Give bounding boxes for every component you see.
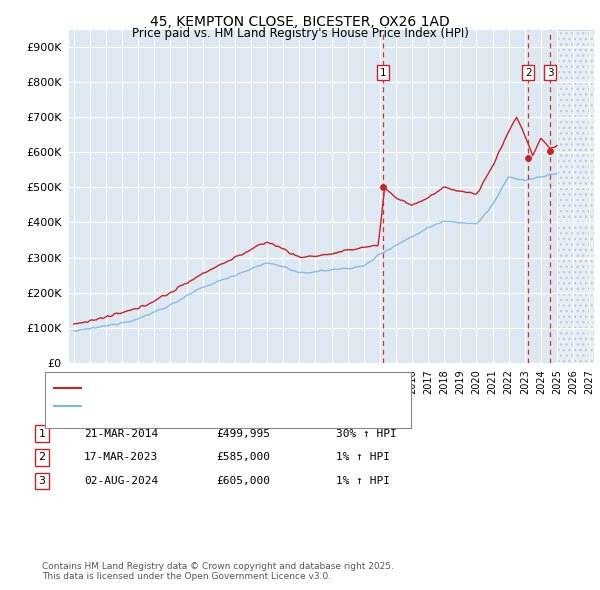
Text: 3: 3 — [547, 68, 554, 78]
Text: 2: 2 — [38, 453, 46, 462]
Text: 2: 2 — [525, 68, 532, 78]
Text: £585,000: £585,000 — [216, 453, 270, 462]
Text: 1: 1 — [380, 68, 386, 78]
Text: 02-AUG-2024: 02-AUG-2024 — [84, 476, 158, 486]
Text: 1% ↑ HPI: 1% ↑ HPI — [336, 453, 390, 462]
Text: Contains HM Land Registry data © Crown copyright and database right 2025.
This d: Contains HM Land Registry data © Crown c… — [42, 562, 394, 581]
Text: 1: 1 — [38, 429, 46, 438]
Bar — [557, 30, 594, 363]
Text: 3: 3 — [38, 476, 46, 486]
Text: £605,000: £605,000 — [216, 476, 270, 486]
Text: Price paid vs. HM Land Registry's House Price Index (HPI): Price paid vs. HM Land Registry's House … — [131, 27, 469, 40]
Text: £499,995: £499,995 — [216, 429, 270, 438]
Text: 45, KEMPTON CLOSE, BICESTER, OX26 1AD (detached house): 45, KEMPTON CLOSE, BICESTER, OX26 1AD (d… — [87, 384, 407, 393]
Text: 21-MAR-2014: 21-MAR-2014 — [84, 429, 158, 438]
Text: 30% ↑ HPI: 30% ↑ HPI — [336, 429, 397, 438]
Text: 1% ↑ HPI: 1% ↑ HPI — [336, 476, 390, 486]
Text: HPI: Average price, detached house, Cherwell: HPI: Average price, detached house, Cher… — [87, 401, 325, 411]
Text: 17-MAR-2023: 17-MAR-2023 — [84, 453, 158, 462]
Text: 45, KEMPTON CLOSE, BICESTER, OX26 1AD: 45, KEMPTON CLOSE, BICESTER, OX26 1AD — [150, 15, 450, 29]
